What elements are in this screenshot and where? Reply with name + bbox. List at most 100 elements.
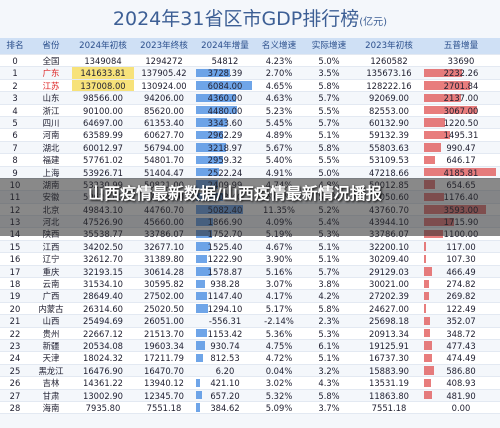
cell-text: 4.17% xyxy=(265,291,293,302)
bar xyxy=(424,143,442,152)
cell-text: 5.3% xyxy=(318,328,340,339)
cell-text: 甘肃 xyxy=(42,390,60,401)
table-cell: 1349084 xyxy=(72,55,134,66)
cell-text: 812.53 xyxy=(210,353,240,364)
cell-text: 吉林 xyxy=(42,378,60,389)
table-cell: 2522.24 xyxy=(194,167,256,178)
table-cell: 31389.80 xyxy=(134,253,194,264)
table-cell: 3343.60 xyxy=(194,117,256,128)
table-cell: 黑龙江 xyxy=(30,365,72,376)
cell-text: 137905.42 xyxy=(141,68,187,79)
table-cell: 657.20 xyxy=(194,390,256,401)
table-cell: 5.09% xyxy=(256,402,302,413)
table-cell: 53926.71 xyxy=(72,167,134,178)
cell-text: 3067.00 xyxy=(443,105,479,116)
table: 排名 省份 2024年初核 2023年终核 2024年增量 名义增速 实际增速 2023年初核… xyxy=(0,38,500,415)
header-row: 排名 省份 2024年初核 2023年终核 2024年增量 名义增速 实际增速 2023年初核… xyxy=(0,38,500,55)
table-cell: 4.63% xyxy=(256,92,302,103)
bar xyxy=(424,353,433,363)
table-cell: 9 xyxy=(0,167,30,178)
cell-text: 1222.90 xyxy=(207,254,243,265)
cell-text: 3218.97 xyxy=(207,142,243,153)
table-cell: 1147.40 xyxy=(194,290,256,301)
table-row: 17 重庆 32193.15 30614.28 1578.87 5.16% 5.7% 2912… xyxy=(0,266,500,279)
cell-text: 32193.15 xyxy=(83,266,123,277)
bar xyxy=(196,143,226,152)
bar xyxy=(424,279,429,288)
cell-text: 4.89% xyxy=(265,130,293,141)
table-cell: 山西 xyxy=(30,315,72,326)
table-cell: 21 xyxy=(0,315,30,326)
table-cell: 0.00 xyxy=(422,402,500,413)
cell-text: 1294272 xyxy=(145,56,183,66)
table-cell: 2701.84 xyxy=(422,80,500,91)
cell-text: 408.93 xyxy=(446,378,476,389)
cell-text: 17 xyxy=(9,266,21,277)
table-row: 23 新疆 20534.08 19603.34 930.74 4.75% 6.1% 19125… xyxy=(0,340,500,353)
table-cell: 481.90 xyxy=(422,390,500,401)
table-cell: 5.3% xyxy=(302,328,356,339)
cell-text: 2137.00 xyxy=(443,93,479,104)
cell-text: 1578.87 xyxy=(207,266,243,277)
overlay-text: 山西疫情最新数据/山西疫情最新情况播报 xyxy=(88,184,382,203)
bar xyxy=(196,118,227,127)
table-cell: 7551.18 xyxy=(356,402,422,413)
cell-text: 26314.60 xyxy=(83,303,123,314)
table-row: 6 河南 63589.99 60627.70 2962.29 4.89% 5.1% 59132… xyxy=(0,129,500,142)
cell-text: 30021.00 xyxy=(369,279,409,290)
cell-text: 1260582 xyxy=(370,56,408,66)
cell-text: 4.65% xyxy=(265,80,293,91)
bar xyxy=(424,93,461,103)
table-cell: 5.8% xyxy=(302,390,356,401)
cell-text: 辽宁 xyxy=(42,254,60,265)
cell-text: 4480.00 xyxy=(207,105,243,116)
cell-text: 53926.71 xyxy=(83,167,123,178)
cell-text: 56794.00 xyxy=(144,142,184,153)
cell-text: 6084.00 xyxy=(207,80,243,91)
table-cell: 30614.28 xyxy=(134,266,194,277)
table-cell: 1578.87 xyxy=(194,266,256,277)
table-cell: 54812 xyxy=(194,55,256,66)
bar xyxy=(424,329,430,338)
table-row: 1 广东 141633.81 137905.42 3728.39 2.70% 3.5% 135… xyxy=(0,67,500,80)
table-cell: 4.72% xyxy=(256,352,302,363)
bar xyxy=(424,267,433,276)
cell-text: 重庆 xyxy=(42,266,60,277)
table-cell: 2137.00 xyxy=(422,92,500,103)
bar xyxy=(424,316,431,326)
cell-text: 2701.84 xyxy=(443,80,479,91)
table-cell: 1525.40 xyxy=(194,241,256,252)
table-cell: 33690 xyxy=(422,55,500,66)
table-cell: 7551.18 xyxy=(134,402,194,413)
table-cell: 130924.00 xyxy=(134,80,194,91)
table-cell: 63589.99 xyxy=(72,129,134,140)
table-row: 21 山西 25494.69 26051.00 -556.31 -2.14% 2.3% 256… xyxy=(0,315,500,328)
table-cell: 1222.90 xyxy=(194,253,256,264)
cell-text: 19603.34 xyxy=(144,340,184,351)
bar xyxy=(424,68,463,78)
table-cell: 21513.70 xyxy=(134,328,194,339)
table-cell: 5.0% xyxy=(302,167,356,178)
table-cell: 4.91% xyxy=(256,167,302,178)
bar xyxy=(196,391,203,400)
table-cell: 59132.39 xyxy=(356,129,422,140)
table-cell: 13531.19 xyxy=(356,377,422,388)
cell-text: 23 xyxy=(9,340,21,351)
table-cell: 5.1% xyxy=(302,241,356,252)
cell-text: 27 xyxy=(9,390,21,401)
cell-text: 5.36% xyxy=(265,328,293,339)
cell-text: 5.0% xyxy=(318,167,340,178)
cell-text: -556.31 xyxy=(208,316,242,327)
table-cell: 26 xyxy=(0,377,30,388)
table-cell: 32677.10 xyxy=(134,241,194,252)
cell-text: 16470.70 xyxy=(144,365,184,376)
cell-text: 5.5% xyxy=(318,105,340,116)
table-cell: 20534.08 xyxy=(72,340,134,351)
cell-text: 5.23% xyxy=(265,105,293,116)
cell-text: 海南 xyxy=(42,402,60,413)
bar xyxy=(424,168,496,177)
cell-text: 2 xyxy=(12,80,18,91)
cell-text: 22 xyxy=(9,328,21,339)
table-cell: 51404.47 xyxy=(134,167,194,178)
bar xyxy=(196,378,200,388)
